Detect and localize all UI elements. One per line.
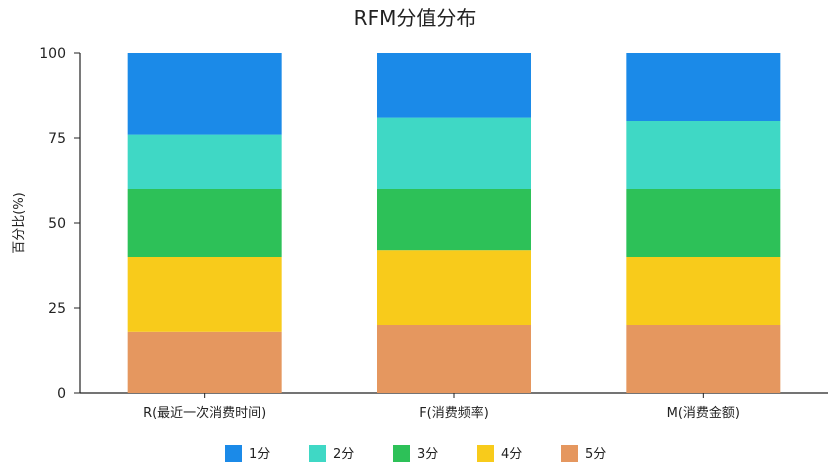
legend-swatch (309, 445, 326, 462)
bar-1-3分 (127, 189, 282, 257)
legend-label: 1分 (249, 447, 270, 462)
y-tick-label: 75 (48, 131, 66, 147)
bar-2-4分 (377, 250, 531, 325)
legend-label: 3分 (417, 447, 438, 462)
x-category-label: R(最近一次消费时间) (143, 405, 266, 421)
bar-3-2分 (626, 121, 781, 189)
chart-title: RFM分值分布 (353, 6, 477, 30)
bar-1-2分 (127, 134, 282, 189)
bar-2-5分 (377, 325, 531, 393)
bar-2-1分 (377, 53, 531, 118)
bar-3-5分 (626, 325, 781, 393)
bar-3-4分 (626, 257, 781, 325)
legend-swatch (393, 445, 410, 462)
bar-3-3分 (626, 189, 781, 257)
bar-2-3分 (377, 189, 531, 251)
legend-swatch (225, 445, 242, 462)
bar-1-4分 (127, 257, 282, 332)
legend-label: 2分 (333, 447, 354, 462)
legend-swatch (561, 445, 578, 462)
bar-3-1分 (626, 53, 781, 121)
y-tick-label: 50 (48, 216, 66, 232)
y-axis-title: 百分比(%) (12, 192, 27, 254)
x-category-label: F(消费频率) (419, 405, 489, 421)
bar-1-1分 (127, 53, 282, 135)
y-tick-label: 25 (48, 301, 66, 317)
y-tick-label: 0 (57, 386, 66, 402)
bar-2-2分 (377, 117, 531, 189)
legend-swatch (477, 445, 494, 462)
y-tick-label: 100 (39, 46, 66, 62)
legend-label: 5分 (585, 447, 606, 462)
legend-label: 4分 (501, 447, 522, 462)
bar-1-5分 (127, 331, 282, 393)
x-category-label: M(消费金额) (667, 405, 740, 421)
